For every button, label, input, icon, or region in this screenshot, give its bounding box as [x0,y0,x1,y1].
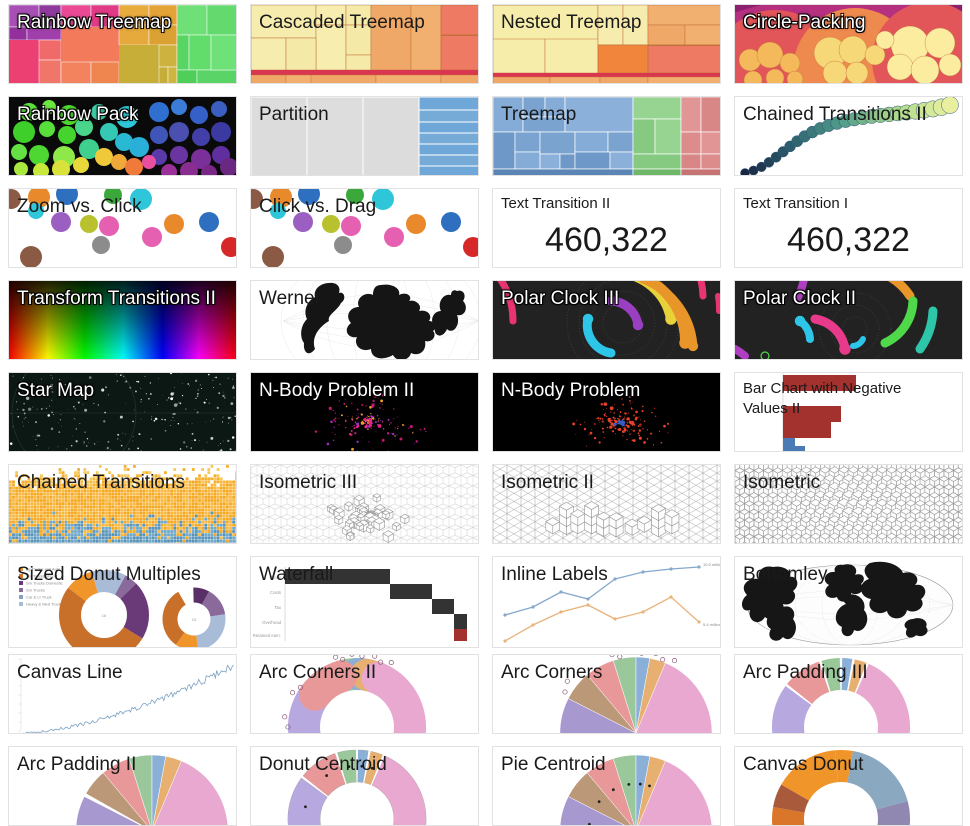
svg-text:Costs: Costs [270,590,281,595]
svg-text:Sm Trucks: Sm Trucks [26,588,45,593]
svg-text:16: 16 [102,613,107,618]
svg-text:Car & Lt Truck: Car & Lt Truck [26,595,52,600]
svg-text:15: 15 [192,617,197,622]
svg-text:Retained earn.: Retained earn. [253,633,281,638]
svg-text:Heavy & Med Trucks: Heavy & Med Trucks [26,602,63,607]
svg-text:10.9 million: 10.9 million [703,562,721,567]
svg-text:Tax: Tax [274,605,282,610]
svg-text:Overhead: Overhead [262,620,281,625]
svg-text:5.4 million: 5.4 million [703,622,721,627]
